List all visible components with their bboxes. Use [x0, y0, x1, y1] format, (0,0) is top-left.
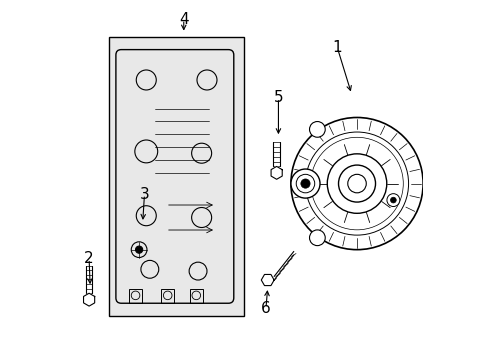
Bar	[129, 289, 142, 303]
Text: 5: 5	[273, 90, 283, 105]
Text: 2: 2	[84, 251, 94, 266]
Text: 4: 4	[179, 12, 188, 27]
Circle shape	[290, 169, 319, 198]
Circle shape	[309, 122, 325, 137]
Bar	[161, 289, 174, 303]
Circle shape	[347, 174, 366, 193]
Text: 1: 1	[332, 40, 342, 55]
Circle shape	[135, 246, 142, 253]
Bar	[189, 289, 203, 303]
Polygon shape	[261, 274, 274, 285]
Circle shape	[309, 230, 325, 246]
Circle shape	[326, 154, 386, 213]
Bar	[108, 37, 244, 316]
Text: 6: 6	[261, 301, 270, 316]
Circle shape	[386, 194, 399, 207]
Text: 3: 3	[139, 187, 149, 202]
Circle shape	[390, 197, 395, 203]
Polygon shape	[83, 293, 95, 306]
Polygon shape	[270, 166, 282, 179]
Circle shape	[338, 165, 375, 202]
Circle shape	[300, 179, 309, 188]
Circle shape	[296, 174, 314, 193]
Circle shape	[290, 117, 422, 249]
